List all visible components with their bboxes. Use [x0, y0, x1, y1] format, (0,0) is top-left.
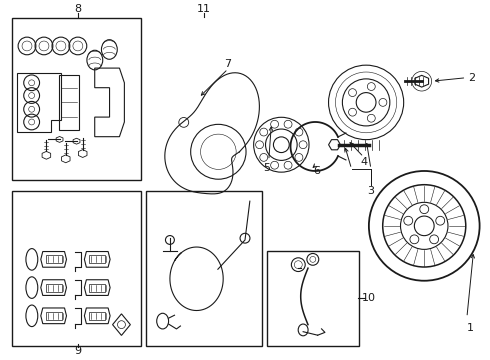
Text: 4: 4 — [360, 157, 367, 167]
Text: 9: 9 — [74, 346, 81, 356]
Text: 10: 10 — [362, 293, 375, 303]
Text: 8: 8 — [74, 4, 81, 14]
Text: 3: 3 — [368, 186, 374, 195]
Text: 11: 11 — [197, 4, 211, 14]
Text: 7: 7 — [224, 59, 232, 69]
Text: 2: 2 — [468, 73, 475, 83]
Text: 5: 5 — [263, 163, 270, 173]
Text: 1: 1 — [467, 323, 474, 333]
Text: 6: 6 — [313, 166, 320, 176]
